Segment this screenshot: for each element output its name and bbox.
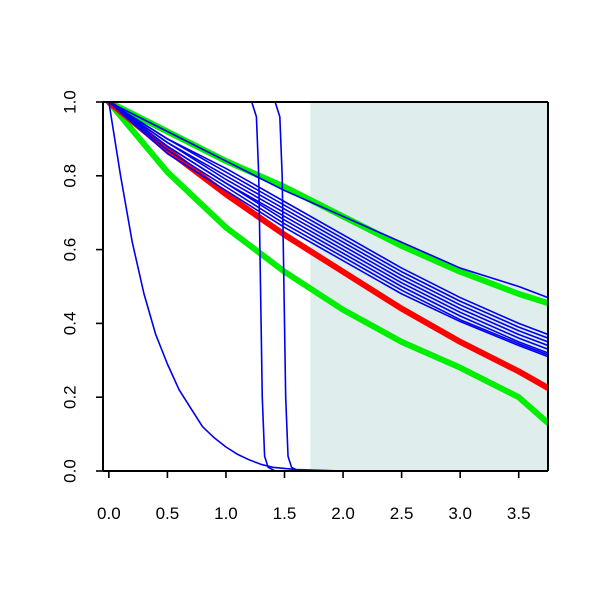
- series-line-5: [108, 102, 548, 336]
- series-line-8: [108, 102, 548, 347]
- series-line-13: [108, 102, 548, 471]
- x-tick-label: 0.5: [156, 504, 180, 523]
- y-tick-label: 0.8: [61, 164, 80, 188]
- y-tick-label: 1.0: [61, 90, 80, 114]
- x-tick-label: 2.5: [390, 504, 414, 523]
- x-tick-label: 3.0: [448, 504, 472, 523]
- x-tick-label: 3.5: [507, 504, 531, 523]
- x-tick-label: 1.5: [273, 504, 297, 523]
- x-tick-label: 2.0: [331, 504, 355, 523]
- series-layer: [105, 102, 548, 471]
- series-line-14: [108, 102, 548, 471]
- series-line-4: [108, 102, 548, 299]
- series-line-1: [105, 102, 548, 427]
- y-tick-label: 0.6: [61, 238, 80, 262]
- series-line-10: [108, 102, 548, 354]
- y-tick-label: 0.0: [61, 459, 80, 483]
- series-line-3: [105, 102, 548, 391]
- series-line-15: [108, 102, 548, 471]
- y-tick-label: 0.2: [61, 385, 80, 409]
- series-line-11: [108, 102, 548, 356]
- axes-layer: 0.0 0.5 1.0 1.5 2.0 2.5 3.0 3.5 0.0 0.2 0.4 0.6 0.8 1…: [61, 90, 548, 523]
- y-tick-label: 0.4: [61, 312, 80, 336]
- series-line-6: [108, 102, 548, 339]
- x-tick-label: 0.0: [97, 504, 121, 523]
- series-line-7: [108, 102, 548, 343]
- series-line-12: [108, 102, 548, 358]
- x-tick-label: 1.0: [214, 504, 238, 523]
